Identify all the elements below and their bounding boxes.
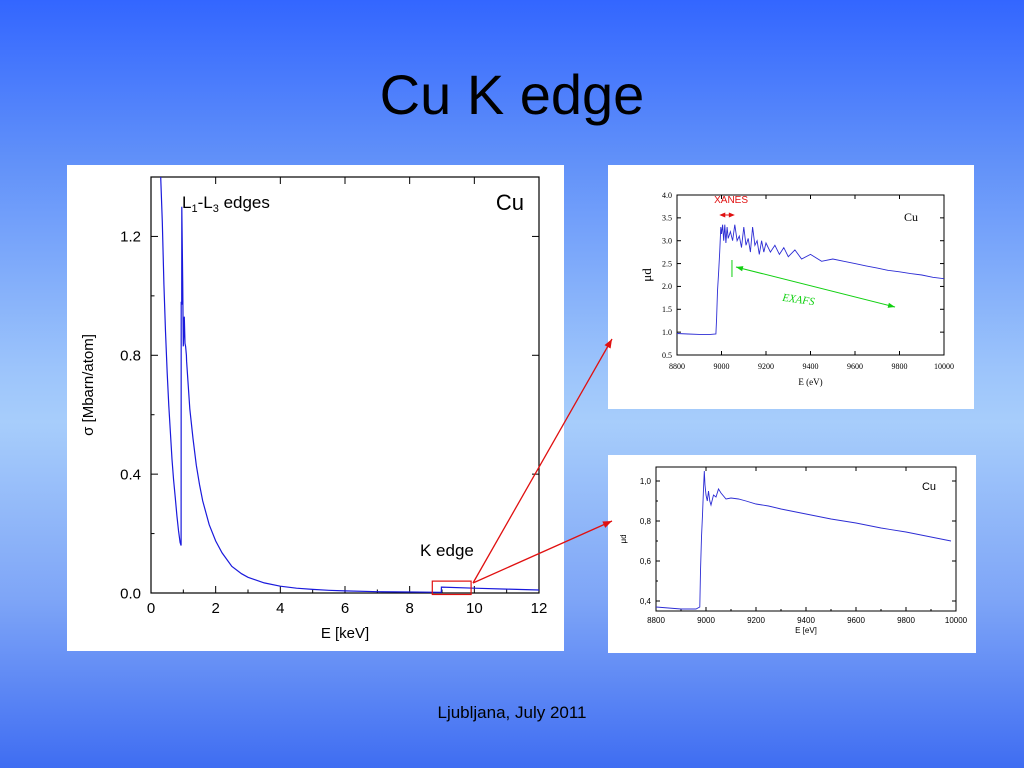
y-tick-label: 1.0 <box>662 328 672 337</box>
xanes-chart: 8800 9000 9200 9400 9600 9800 10000 0,4 0,6 0,8 1,… <box>619 466 968 635</box>
series-line <box>656 470 952 610</box>
y-axis-label: μd <box>639 268 654 282</box>
y-tick-label: 0,6 <box>640 557 652 566</box>
x-axis-label: E [eV] <box>795 626 817 635</box>
l-edges-main: L <box>182 193 191 212</box>
series-line <box>160 177 539 593</box>
y-axis-label: μd <box>619 534 628 543</box>
arrow-to-top-inset-line <box>472 338 613 584</box>
y-tick-label: 0.4 <box>120 466 141 483</box>
x-tick-label: 9800 <box>897 616 915 625</box>
xafs-chart: 8800 9000 9200 9400 9600 9800 10000 0.5 1.0 1.5 2.… <box>639 191 954 387</box>
x-tick-label: 8800 <box>647 616 665 625</box>
x-axis-label: E [keV] <box>321 625 369 642</box>
y-tick-label: 2.0 <box>662 282 672 291</box>
y-tick-label: 3.5 <box>662 214 672 223</box>
xanes-label: XANES <box>714 195 748 206</box>
xanes-arrow-left <box>719 212 726 218</box>
x-tick-label: 9600 <box>847 362 863 371</box>
x-tick-label: 4 <box>276 600 284 617</box>
x-tick-label: 9000 <box>714 362 730 371</box>
y-tick-label: 1.5 <box>662 305 672 314</box>
x-tick-label: 6 <box>341 600 349 617</box>
exafs-arrow-left <box>735 266 744 272</box>
arrow-to-bottom-inset-line <box>472 520 613 584</box>
x-tick-label: 9200 <box>758 362 774 371</box>
y-tick-label: 0.5 <box>662 351 672 360</box>
exafs-label: EXAFS <box>781 292 816 309</box>
l-edges-tail: edges <box>219 193 270 212</box>
x-tick-label: 8800 <box>669 362 685 371</box>
x-tick-label: 9400 <box>803 362 819 371</box>
y-tick-label: 2.5 <box>662 259 672 268</box>
x-tick-label: 9400 <box>797 616 815 625</box>
main-chart-panel: 0 2 4 6 8 10 12 0.0 0.4 0.8 1.2 E [keV] σ [Mbarn/ato… <box>67 165 564 651</box>
l-edges-sub1: 1 <box>191 203 197 215</box>
l-edges-sub3: 3 <box>213 203 219 215</box>
y-tick-label: 1.2 <box>120 229 141 246</box>
y-axis-label: σ [Mbarn/atom] <box>80 334 97 436</box>
y-tick-label: 0,8 <box>640 517 652 526</box>
k-edge-highlight-box <box>431 580 472 596</box>
arrow-to-top-inset-head <box>604 339 612 349</box>
y-tick-label: 0,4 <box>640 597 652 606</box>
x-axis-label: E (eV) <box>798 377 822 387</box>
x-tick-label: 10000 <box>934 362 954 371</box>
series-line <box>677 224 944 335</box>
x-tick-label: 9800 <box>892 362 908 371</box>
slide-title: Cu K edge <box>379 63 645 126</box>
element-label: Cu <box>904 210 918 224</box>
x-tick-label: 8 <box>405 600 413 617</box>
xafs-chart-panel: 8800 9000 9200 9400 9600 9800 10000 0.5 1.0 1.5 2.… <box>608 165 974 409</box>
x-tick-label: 9200 <box>747 616 765 625</box>
y-tick-label: 1,0 <box>640 477 652 486</box>
element-label: Cu <box>496 190 524 215</box>
k-edge-label: K edge <box>420 541 474 560</box>
x-tick-label: 10 <box>466 600 483 617</box>
x-tick-label: 0 <box>147 600 155 617</box>
slide-footer: Ljubljana, July 2011 <box>437 703 587 722</box>
element-label: Cu <box>922 481 936 493</box>
y-tick-label: 0.8 <box>120 348 141 365</box>
arrow-to-bottom-inset-head <box>602 521 612 528</box>
y-tick-label: 0.0 <box>120 585 141 602</box>
l-edges-dash: -L <box>198 193 213 212</box>
x-tick-label: 12 <box>531 600 548 617</box>
y-tick-label: 3.0 <box>662 237 672 246</box>
xanes-chart-panel: 8800 9000 9200 9400 9600 9800 10000 0,4 0,6 0,8 1,… <box>608 455 976 653</box>
x-tick-label: 2 <box>211 600 219 617</box>
l-edges-label: L1-L3 edges <box>182 193 270 215</box>
x-tick-label: 10000 <box>945 616 968 625</box>
exafs-arrow-right <box>887 302 896 308</box>
y-tick-label: 4.0 <box>662 191 672 200</box>
x-tick-label: 9000 <box>697 616 715 625</box>
exafs-range-line <box>735 266 896 308</box>
x-tick-label: 9600 <box>847 616 865 625</box>
xanes-arrow-right <box>728 212 735 218</box>
cross-section-chart: 0 2 4 6 8 10 12 0.0 0.4 0.8 1.2 E [keV] σ [Mbarn/ato… <box>80 176 548 642</box>
